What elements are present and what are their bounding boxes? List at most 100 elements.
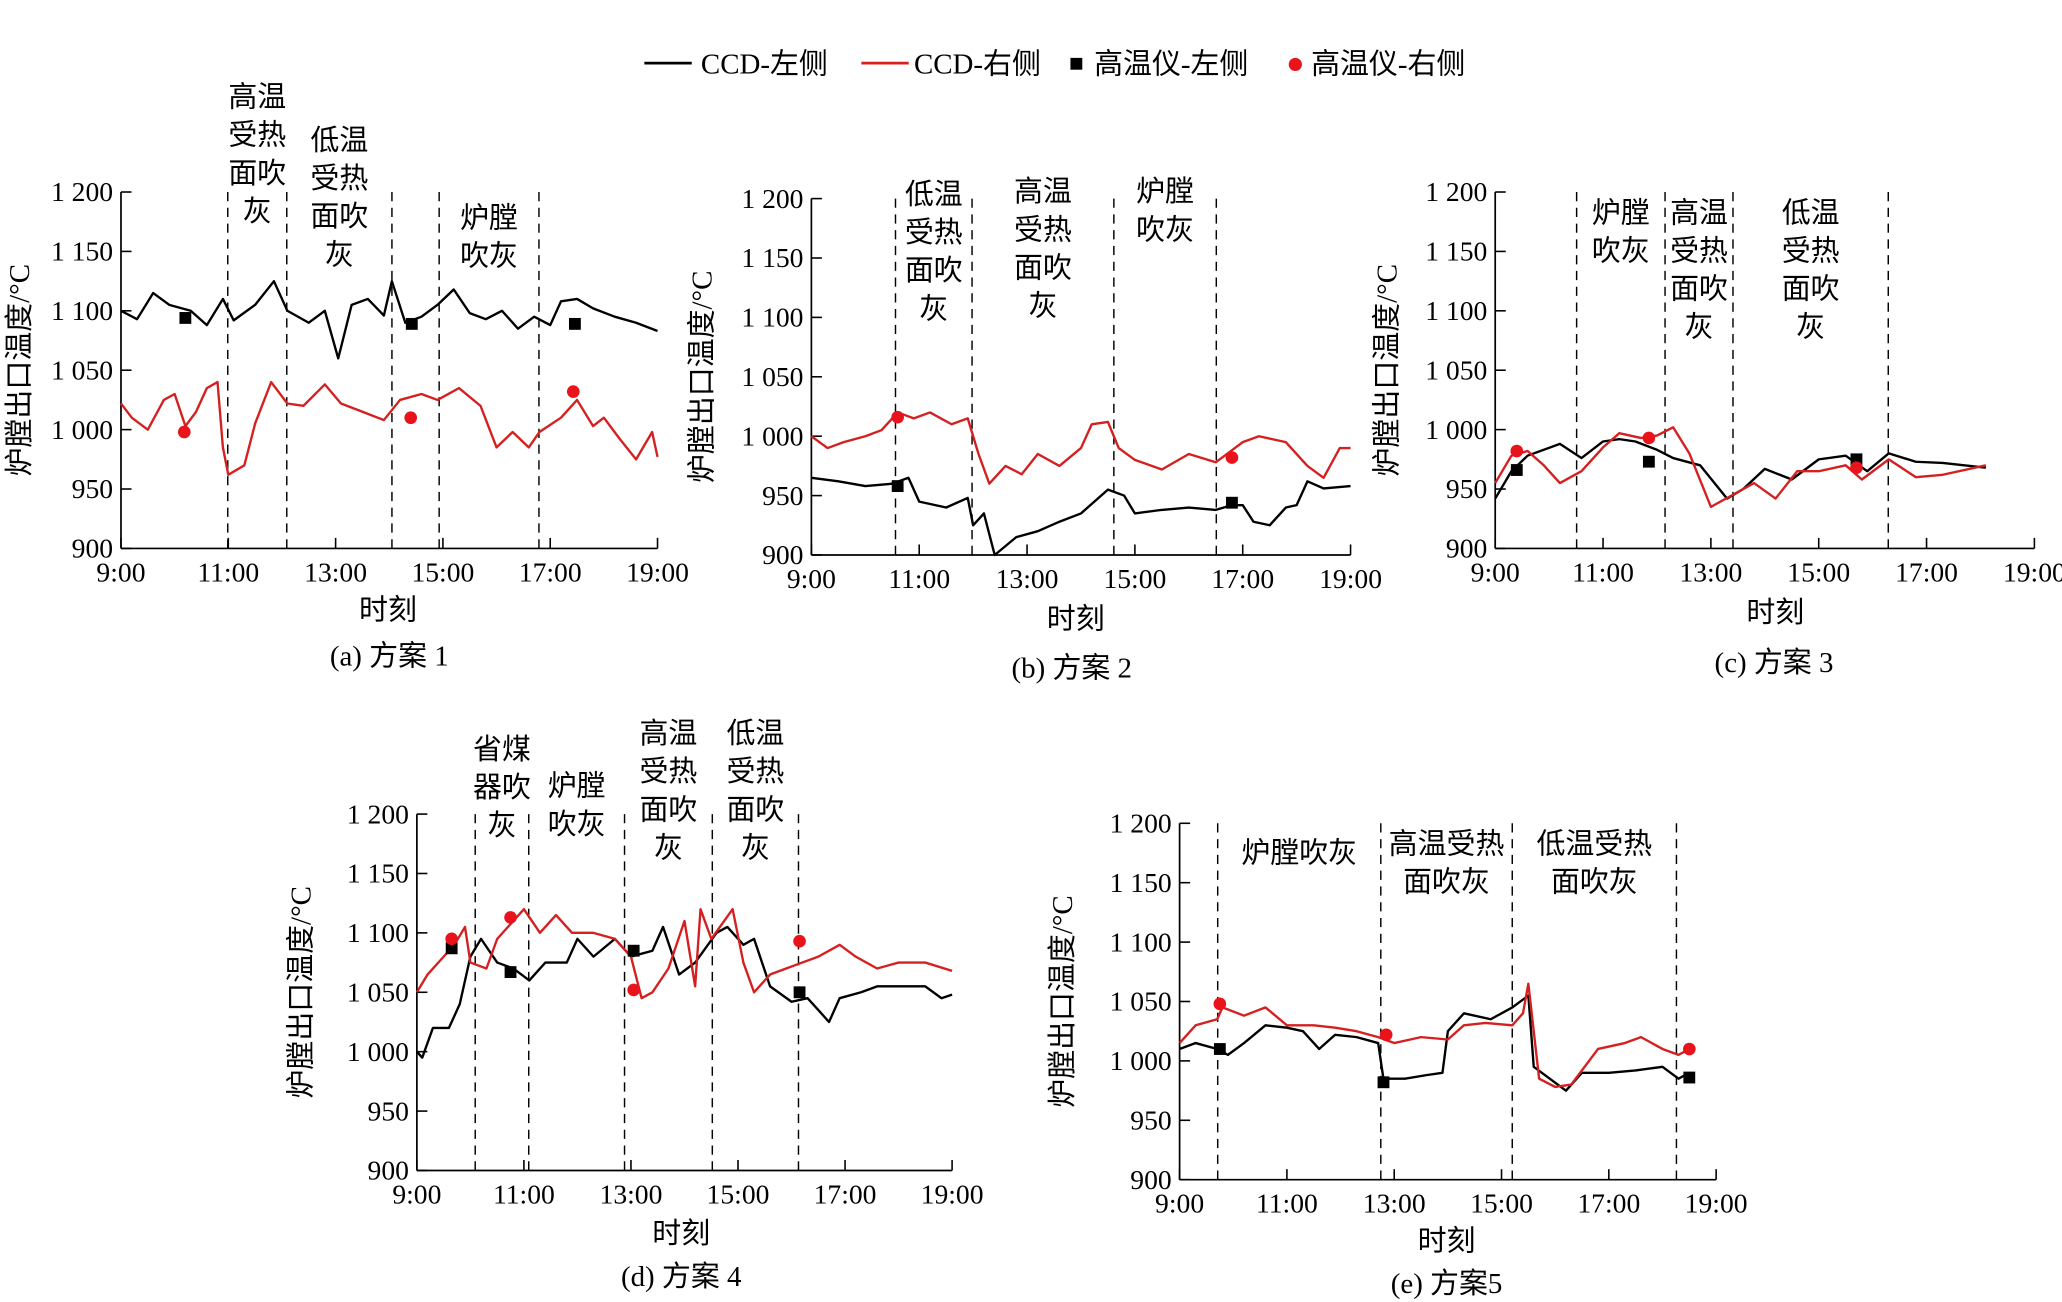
x-axis-label: 时刻 [1418, 1226, 1476, 1258]
soot-blowing-annotation: 高温受热 [1389, 829, 1505, 861]
x-tick-label: 19:00 [1685, 1188, 1748, 1219]
x-axis-label: 时刻 [1746, 597, 1804, 629]
pyrometer-right-marker [1850, 461, 1863, 474]
pyrometer-right-marker [566, 385, 580, 398]
x-tick-label: 13:00 [600, 1178, 663, 1209]
soot-blowing-annotation: 吹灰 [1592, 235, 1650, 267]
soot-blowing-annotation: 面吹 [310, 201, 368, 233]
soot-blowing-annotation: 面吹灰 [1551, 867, 1638, 899]
soot-blowing-annotation: 炉膛 [1136, 176, 1194, 208]
soot-blowing-annotation: 炉膛吹灰 [1241, 838, 1357, 870]
y-tick-label: 1 150 [51, 236, 113, 267]
soot-blowing-annotation: 面吹 [726, 794, 784, 826]
soot-blowing-annotation: 高温 [640, 718, 698, 750]
y-tick-label: 1 200 [51, 176, 113, 207]
soot-blowing-annotation: 受热 [1782, 235, 1840, 267]
y-tick-label: 950 [72, 473, 113, 504]
panel-caption: (c) 方案 3 [1715, 647, 1834, 679]
soot-blowing-annotation: 面吹 [640, 794, 698, 826]
y-tick-label: 1 000 [347, 1036, 409, 1067]
soot-blowing-annotation: 低温 [1782, 197, 1840, 229]
x-tick-label: 17:00 [1211, 563, 1274, 594]
x-tick-label: 15:00 [707, 1178, 770, 1209]
pyrometer-left-marker [793, 986, 806, 999]
y-tick-label: 900 [1446, 533, 1487, 564]
pyrometer-left-marker [1683, 1071, 1696, 1084]
ccd-right-series-line [1494, 426, 1987, 509]
x-axis-label: 时刻 [652, 1218, 710, 1250]
ccd-right-series-line [1178, 982, 1690, 1089]
legend-label: 高温仪-左侧 [1094, 49, 1248, 81]
panel-caption: (d) 方案 4 [621, 1261, 742, 1293]
soot-blowing-annotation: 高温 [228, 82, 286, 114]
ccd-left-series-line [1179, 994, 1690, 1092]
x-tick-label: 19:00 [1319, 563, 1382, 594]
x-tick-label: 13:00 [1363, 1188, 1426, 1219]
y-tick-label: 1 050 [51, 354, 113, 385]
y-tick-label: 1 200 [347, 798, 409, 829]
y-tick-label: 900 [762, 539, 803, 570]
x-tick-label: 17:00 [1577, 1188, 1640, 1219]
soot-blowing-annotation: 吹灰 [548, 809, 606, 841]
legend: CCD-左侧 CCD-右侧 高温仪-左侧 高温仪-右侧 [644, 49, 1465, 81]
y-tick-label: 1 150 [1425, 236, 1487, 267]
x-axis-label: 时刻 [359, 594, 417, 626]
y-tick-label: 1 050 [1425, 354, 1487, 385]
x-tick-label: 9:00 [1155, 1188, 1204, 1219]
y-tick-label: 1 000 [1425, 414, 1487, 445]
y-tick-label: 1 150 [1110, 867, 1172, 898]
y-tick-label: 950 [368, 1095, 409, 1126]
soot-blowing-annotation: 灰 [919, 293, 948, 325]
pyrometer-right-marker [504, 911, 517, 924]
panel-caption: (e) 方案5 [1391, 1268, 1503, 1300]
soot-blowing-annotation: 低温 [310, 125, 368, 157]
soot-blowing-annotation: 灰 [654, 832, 683, 864]
soot-blowing-annotation: 炉膛 [548, 771, 606, 803]
y-tick-label: 950 [1446, 473, 1487, 504]
y-tick-label: 900 [368, 1155, 409, 1186]
pyrometer-left-marker [1850, 453, 1863, 466]
y-axis-label: 炉膛出口温度/°C [1372, 264, 1404, 476]
pyrometer-right-marker [1683, 1042, 1696, 1056]
pyrometer-right-marker [1213, 997, 1227, 1011]
y-axis-label: 炉膛出口温度/°C [1047, 895, 1079, 1107]
soot-blowing-annotation: 受热 [726, 756, 784, 788]
y-axis-label: 炉膛出口温度/°C [4, 264, 36, 476]
x-tick-label: 11:00 [197, 556, 259, 587]
y-tick-label: 900 [72, 533, 113, 564]
legend-dot-marker [1288, 57, 1302, 72]
soot-blowing-annotation: 省煤 [473, 734, 531, 766]
y-tick-label: 1 050 [741, 361, 803, 392]
x-tick-label: 15:00 [1470, 1188, 1533, 1219]
pyrometer-left-marker [568, 317, 581, 330]
soot-blowing-annotation: 灰 [243, 196, 272, 228]
pyrometer-right-marker [177, 425, 191, 439]
pyrometer-right-marker [404, 411, 418, 425]
ccd-left-series-line [415, 925, 953, 1059]
legend-square-marker [1070, 57, 1083, 70]
x-tick-label: 19:00 [921, 1178, 984, 1209]
ccd-right-series-line [120, 380, 659, 476]
soot-blowing-annotation: 受热 [1014, 214, 1072, 246]
soot-blowing-annotation: 吹灰 [1136, 214, 1194, 246]
soot-blowing-annotation: 面吹 [1782, 274, 1840, 306]
x-tick-label: 15:00 [1103, 563, 1166, 594]
pyrometer-left-marker [1213, 1043, 1226, 1055]
soot-blowing-annotation: 面吹 [228, 158, 286, 190]
soot-blowing-annotation: 吹灰 [460, 241, 518, 273]
soot-blowing-annotation: 灰 [1685, 312, 1714, 344]
y-tick-label: 1 100 [1110, 926, 1172, 957]
pyrometer-right-marker [1225, 451, 1239, 464]
soot-blowing-annotation: 低温 [905, 179, 963, 211]
pyrometer-left-marker [1510, 464, 1523, 476]
y-tick-label: 1 050 [1110, 986, 1172, 1017]
soot-blowing-annotation: 面吹 [1014, 252, 1072, 284]
pyrometer-right-marker [445, 932, 458, 946]
pyrometer-left-marker [1377, 1076, 1390, 1089]
y-tick-label: 1 200 [1110, 807, 1172, 838]
chart-panel-d: 900 950 1 000 1 050 1 100 1 150 1 200 9:00 11:00… [285, 718, 983, 1293]
x-tick-label: 19:00 [2003, 556, 2062, 587]
y-tick-label: 1 100 [347, 917, 409, 948]
x-axis-label: 时刻 [1047, 604, 1105, 636]
